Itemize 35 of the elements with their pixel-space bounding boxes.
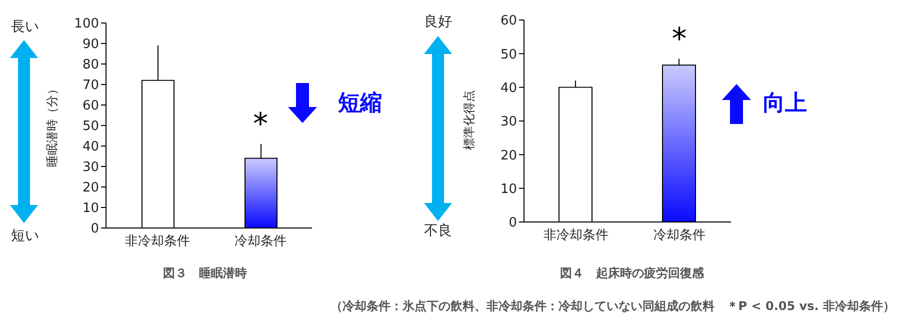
- text: 不良: [423, 222, 453, 240]
- y-tick-label: 30: [500, 114, 517, 130]
- x-tick-label: 冷却条件: [234, 234, 286, 250]
- text: 短縮: [336, 90, 383, 118]
- y-tick-label: 40: [82, 140, 99, 155]
- text: （冷却条件：氷点下の飲料、非冷却条件：冷却していない同組成の飲料 ＊P < 0.05 vs. 非冷却条件）: [330, 298, 895, 315]
- x-tick-label: 非冷却条件: [125, 234, 190, 250]
- text: 長い: [10, 18, 40, 36]
- y-tick-label: 60: [82, 98, 99, 114]
- y-tick-label: 50: [500, 47, 517, 62]
- y-tick-label: 0: [508, 216, 517, 231]
- y-tick-label: 10: [82, 201, 99, 216]
- text: 短い: [10, 227, 40, 245]
- text: 図４ 起床時の疲労回復感: [559, 265, 705, 282]
- text: 良好: [423, 13, 453, 31]
- text: 図３ 睡眠潜時: [162, 265, 248, 282]
- text: 向上: [762, 90, 808, 118]
- annotation: *: [252, 106, 269, 142]
- y-tick-label: 20: [82, 180, 99, 196]
- y-tick-label: 10: [500, 182, 517, 197]
- y-tick-label: 0: [90, 222, 99, 237]
- y-tick-label: 100: [74, 16, 99, 32]
- y-tick-label: 30: [82, 160, 99, 176]
- x-tick-label: 非冷却条件: [543, 228, 608, 244]
- y-tick-label: 20: [500, 148, 517, 164]
- x-tick-label: 冷却条件: [653, 228, 706, 244]
- y-tick-label: 70: [82, 78, 99, 94]
- annotation: *: [670, 22, 688, 57]
- y-tick-label: 80: [82, 58, 99, 73]
- y-tick-label: 90: [82, 37, 99, 52]
- y-axis-title: 睡眠潜時（分）: [44, 82, 60, 169]
- y-tick-label: 60: [500, 14, 517, 29]
- y-tick-label: 50: [82, 119, 99, 134]
- y-axis-title: 標準化得点: [461, 89, 477, 152]
- y-tick-label: 40: [500, 80, 517, 96]
